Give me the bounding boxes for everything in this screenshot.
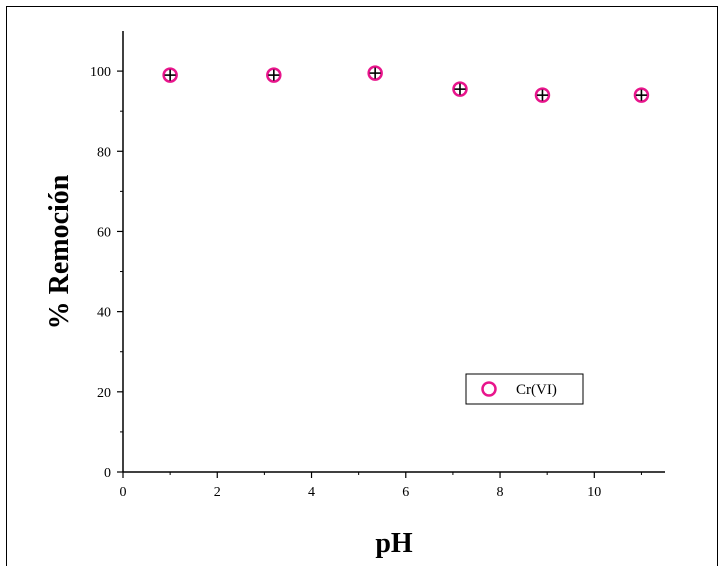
point-marker	[367, 65, 383, 81]
data-point	[367, 65, 383, 81]
point-marker	[452, 81, 468, 97]
y-axis-title: % Remoción	[44, 174, 75, 329]
y-tick-label: 60	[97, 225, 111, 240]
point-marker	[162, 67, 178, 83]
chart-frame	[6, 6, 718, 566]
legend-marker	[481, 381, 497, 397]
data-point	[534, 87, 551, 103]
y-tick-label: 0	[104, 466, 111, 481]
legend-label: Cr(VI)	[516, 382, 557, 398]
x-tick-label: 4	[308, 485, 315, 500]
x-tick-label: 8	[497, 485, 504, 500]
data-point	[162, 67, 178, 83]
data-points	[162, 65, 650, 103]
x-axis-title: pH	[375, 528, 413, 559]
x-tick-label: 0	[120, 485, 127, 500]
data-point	[452, 81, 468, 97]
x-tick-label: 6	[402, 485, 409, 500]
y-tick-label: 100	[90, 65, 111, 80]
point-marker	[266, 67, 282, 83]
y-tick-label: 40	[97, 306, 111, 321]
data-point	[266, 67, 282, 83]
point-marker	[534, 87, 551, 103]
point-marker	[633, 87, 650, 103]
axes	[122, 31, 665, 473]
x-tick-label: 2	[214, 485, 221, 500]
data-point	[633, 87, 650, 103]
legend: Cr(VI)	[465, 373, 584, 405]
x-tick-label: 10	[587, 485, 601, 500]
y-tick-label: 20	[97, 386, 111, 401]
legend-box	[465, 373, 584, 405]
y-tick-label: 80	[97, 145, 111, 160]
